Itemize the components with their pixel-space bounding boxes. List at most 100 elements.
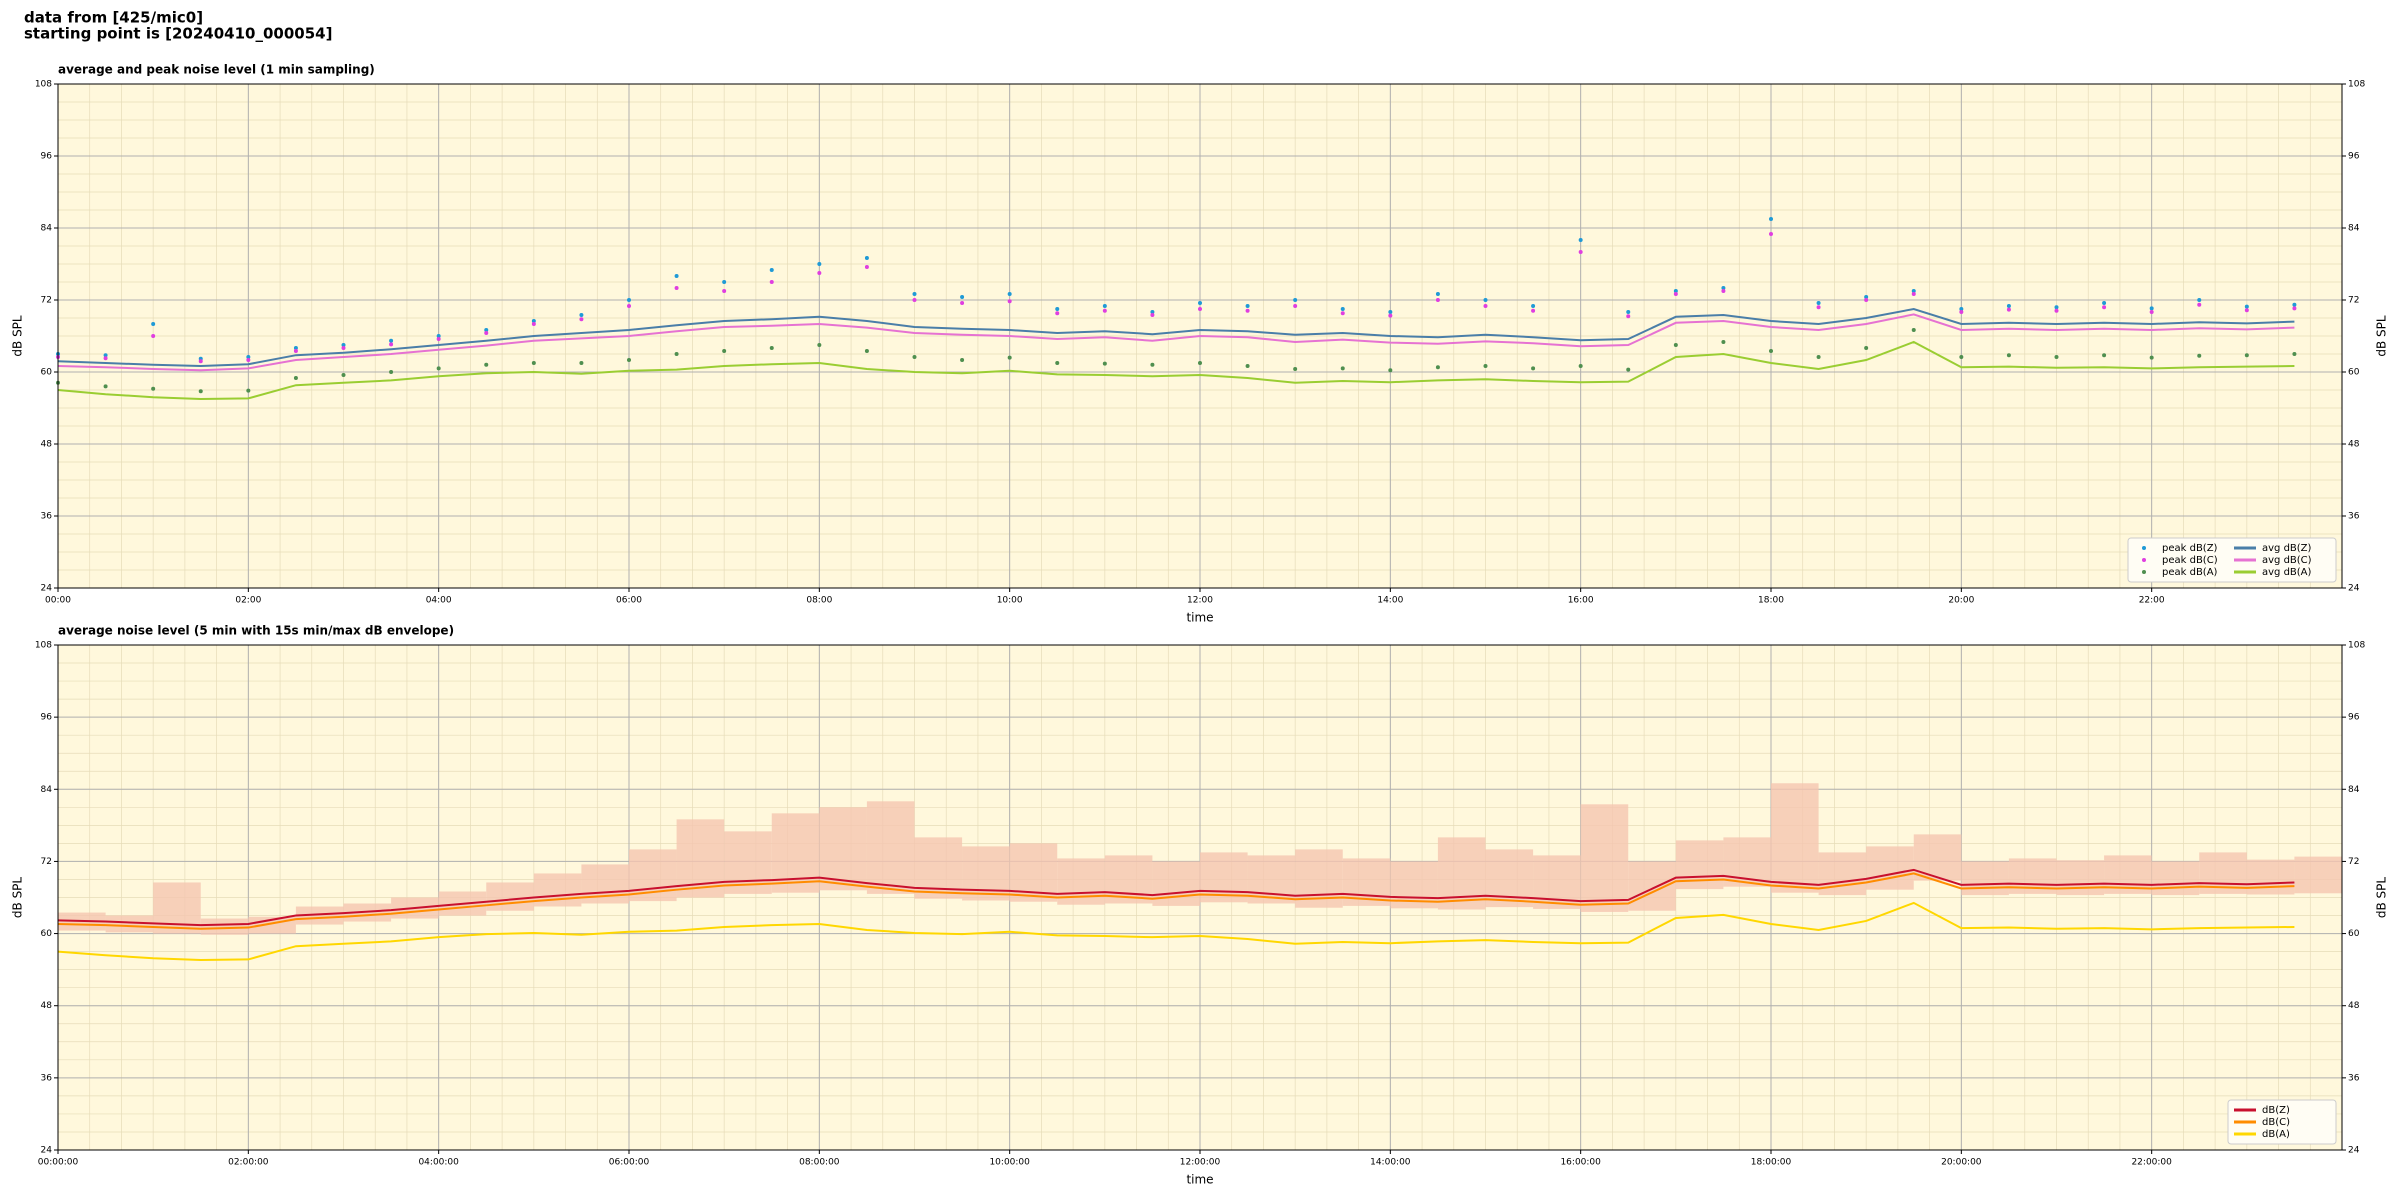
peak-dot [769,268,774,272]
legend-label: avg dB(C) [2262,555,2312,566]
peak-dot [817,262,822,266]
peak-dot [1911,292,1916,296]
envelope-band [1913,834,1962,881]
peak-dot [674,286,679,290]
peak-dot [531,361,536,365]
y2-tick-label: 108 [2348,641,2365,651]
y2-axis-label: dB SPL [2375,877,2389,919]
peak-dot [1102,361,1107,366]
y-tick-label: 24 [41,584,53,594]
peak-dot [1626,310,1631,314]
peak-dot [1055,307,1060,311]
peak-dot [2197,353,2202,358]
peak-dot [1293,367,1298,371]
peak-dot [2149,306,2154,311]
peak-dot [341,343,346,347]
peak-dot [1007,292,1012,296]
peak-dot [674,352,679,356]
peak-dot [627,358,631,362]
peak-dot [817,271,822,275]
peak-dot [2244,304,2249,309]
peak-dot [960,358,965,362]
peak-dot [389,338,394,343]
peak-dot [1959,307,1964,311]
peak-dot [436,334,441,338]
y-tick-label: 72 [41,296,52,306]
peak-dot [1531,304,1536,308]
legend-label: peak dB(C) [2162,555,2218,566]
peak-dot [579,361,584,365]
peak-dot [293,346,298,350]
x-tick-label: 12:00 [1187,596,1213,606]
peak-dot [2054,355,2059,359]
envelope-band [486,882,534,911]
peak-dot [1198,301,1202,305]
envelope-band [105,915,154,933]
y-tick-label: 72 [41,857,52,867]
peak-dot [2149,310,2154,314]
envelope-band [1771,783,1819,893]
peak-dot [341,346,346,350]
envelope-band [1152,861,1200,906]
legend-swatch [2142,570,2146,574]
peak-dot [1721,340,1726,344]
y2-tick-label: 96 [2348,152,2360,162]
peak-dot [1007,299,1012,304]
peak-dot [1673,289,1678,293]
x-tick-label: 02:00 [235,596,261,606]
x-tick-label: 14:00 [1377,596,1403,606]
y2-tick-label: 72 [2348,296,2359,306]
peak-dot [1388,313,1393,318]
x-tick-label: 06:00 [616,596,642,606]
peak-dot [912,298,917,302]
x-tick-label: 14:00:00 [1370,1158,1411,1168]
peak-dot [2149,355,2154,360]
peak-dot [1626,314,1631,319]
peak-dot [864,256,869,260]
envelope-band [819,807,867,891]
peak-dot [2006,353,2011,358]
envelope-band [1818,852,1867,896]
peak-dot [1150,313,1155,317]
plot-frame [57,644,2343,1151]
peak-dot [1673,292,1678,296]
series-line [57,872,2295,930]
peak-dot [1769,349,1773,353]
y2-tick-label: 36 [2348,512,2360,522]
peak-dot [1102,304,1107,308]
peak-dot [151,322,156,326]
series-line [57,307,2295,368]
peak-dot [484,362,489,367]
series-line [57,340,2295,401]
peak-dot [579,317,584,322]
peak-dot [2102,353,2107,358]
peak-dot [151,334,156,338]
x-axis-label: time [1186,611,1213,625]
x-tick-label: 04:00 [426,596,452,606]
peak-dot [1531,308,1536,313]
peak-dot [722,349,727,353]
series-line [57,868,2295,927]
peak-dot [246,388,251,393]
x-tick-label: 02:00:00 [228,1158,269,1168]
x-tick-label: 18:00:00 [1751,1158,1792,1168]
peak-dot [2054,305,2059,310]
peak-dot [2197,302,2202,307]
legend-box [2127,537,2337,583]
x-tick-label: 20:00:00 [1941,1158,1982,1168]
peak-dot [2006,304,2011,308]
x-tick-label: 22:00:00 [2131,1158,2172,1168]
peak-dot [436,366,441,371]
x-tick-label: 20:00 [1948,596,1974,606]
peak-dot [1340,311,1345,316]
peak-dot [1626,367,1631,372]
peak-dot [2292,306,2297,311]
y2-tick-label: 48 [2348,440,2360,450]
y2-tick-label: 48 [2348,1001,2360,1011]
peak-dot [293,376,298,380]
y-tick-label: 36 [41,512,53,522]
legend-label: peak dB(Z) [2162,543,2218,554]
y-tick-label: 36 [41,1073,53,1083]
peak-dot [960,301,965,305]
peak-dot [1769,232,1773,236]
